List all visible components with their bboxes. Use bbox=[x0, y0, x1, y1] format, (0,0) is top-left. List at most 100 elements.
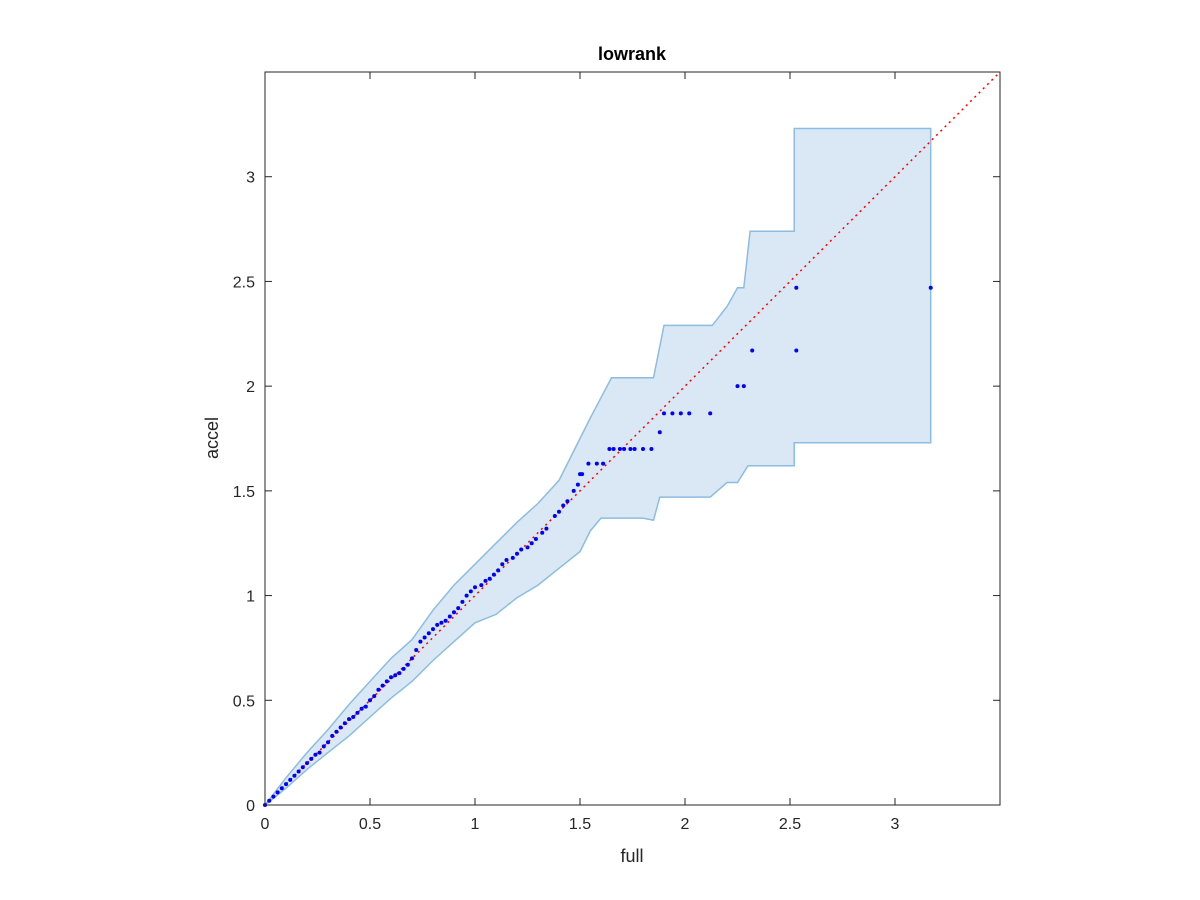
data-point bbox=[313, 752, 318, 757]
data-point bbox=[586, 461, 591, 466]
data-point bbox=[275, 790, 280, 795]
data-point bbox=[342, 721, 347, 726]
points-layer bbox=[263, 285, 933, 807]
reference-line bbox=[264, 71, 1001, 806]
x-tick-label: 2 bbox=[681, 816, 690, 833]
data-point bbox=[300, 765, 305, 770]
data-point bbox=[393, 673, 398, 678]
data-point bbox=[670, 411, 675, 416]
x-tick-label: 1.5 bbox=[569, 816, 591, 833]
data-point bbox=[611, 447, 616, 451]
data-point bbox=[794, 348, 799, 353]
x-tick-label: 3 bbox=[891, 816, 900, 833]
data-point bbox=[279, 786, 284, 791]
data-point bbox=[657, 430, 662, 435]
data-point bbox=[330, 733, 335, 738]
data-point bbox=[708, 411, 713, 416]
axes-frame bbox=[264, 71, 1001, 806]
chart-title: lowrank bbox=[598, 44, 667, 64]
plot-frame bbox=[264, 71, 1001, 806]
y-tick-label: 1.5 bbox=[233, 484, 255, 501]
y-tick-label: 2 bbox=[246, 379, 255, 396]
data-point bbox=[496, 568, 501, 573]
data-point bbox=[571, 488, 576, 493]
data-point bbox=[267, 798, 272, 803]
data-point bbox=[351, 715, 356, 719]
data-point bbox=[317, 750, 322, 755]
data-point bbox=[447, 614, 452, 619]
data-point bbox=[359, 706, 364, 711]
data-point bbox=[389, 675, 393, 680]
data-point bbox=[544, 526, 549, 531]
data-point bbox=[510, 555, 515, 560]
y-tick-label: 0.5 bbox=[233, 693, 255, 710]
y-tick-label: 3 bbox=[246, 170, 255, 187]
data-point bbox=[456, 606, 461, 611]
confidence-band-layer bbox=[264, 127, 932, 806]
data-point bbox=[607, 447, 612, 451]
data-point bbox=[565, 499, 570, 504]
data-point bbox=[473, 585, 477, 590]
y-tick-label: 0 bbox=[246, 798, 255, 815]
data-point bbox=[479, 583, 484, 588]
data-point bbox=[363, 704, 368, 709]
reference-line-layer bbox=[264, 71, 1001, 806]
data-point bbox=[292, 773, 297, 778]
data-point bbox=[529, 541, 534, 546]
data-point bbox=[271, 794, 276, 799]
data-point bbox=[418, 639, 423, 644]
data-point bbox=[443, 618, 448, 623]
data-point bbox=[794, 285, 799, 290]
data-point bbox=[641, 447, 645, 451]
data-point bbox=[504, 558, 509, 562]
data-point bbox=[561, 503, 566, 508]
data-point bbox=[594, 461, 599, 466]
x-tick-label: 0.5 bbox=[359, 816, 381, 833]
data-point bbox=[321, 744, 326, 749]
data-point bbox=[678, 411, 683, 416]
data-point bbox=[372, 694, 377, 699]
data-point bbox=[405, 662, 410, 667]
data-point bbox=[540, 530, 545, 535]
data-point bbox=[305, 761, 309, 766]
data-point bbox=[368, 698, 372, 703]
data-point bbox=[422, 635, 427, 640]
data-point bbox=[928, 285, 933, 290]
data-point bbox=[384, 679, 389, 684]
data-point bbox=[426, 631, 431, 636]
confidence-band bbox=[264, 127, 932, 806]
data-point bbox=[397, 671, 402, 676]
data-point bbox=[410, 656, 414, 661]
data-point bbox=[750, 348, 755, 353]
data-point bbox=[309, 756, 314, 761]
data-point bbox=[376, 687, 381, 692]
data-point bbox=[468, 589, 473, 594]
data-point bbox=[288, 777, 293, 782]
data-point bbox=[735, 384, 740, 389]
data-point bbox=[519, 547, 524, 552]
data-point bbox=[500, 562, 505, 567]
x-tick-label: 0 bbox=[261, 816, 270, 833]
data-point bbox=[334, 729, 339, 734]
data-point bbox=[435, 622, 440, 627]
data-point bbox=[622, 447, 627, 451]
data-point bbox=[380, 683, 385, 688]
data-point bbox=[414, 648, 419, 652]
data-point bbox=[557, 509, 561, 514]
data-point bbox=[649, 447, 654, 451]
data-point bbox=[575, 482, 580, 487]
data-point bbox=[580, 472, 585, 477]
data-point bbox=[460, 599, 465, 604]
data-point bbox=[355, 710, 360, 715]
data-point bbox=[401, 666, 406, 671]
y-axis-label: accel bbox=[202, 417, 222, 459]
data-point bbox=[628, 447, 633, 451]
data-point bbox=[431, 627, 435, 632]
data-point bbox=[632, 447, 637, 451]
x-tick-label: 2.5 bbox=[779, 816, 801, 833]
data-point bbox=[296, 769, 301, 774]
data-point bbox=[439, 620, 444, 625]
data-point bbox=[491, 572, 496, 577]
data-point bbox=[662, 411, 666, 416]
